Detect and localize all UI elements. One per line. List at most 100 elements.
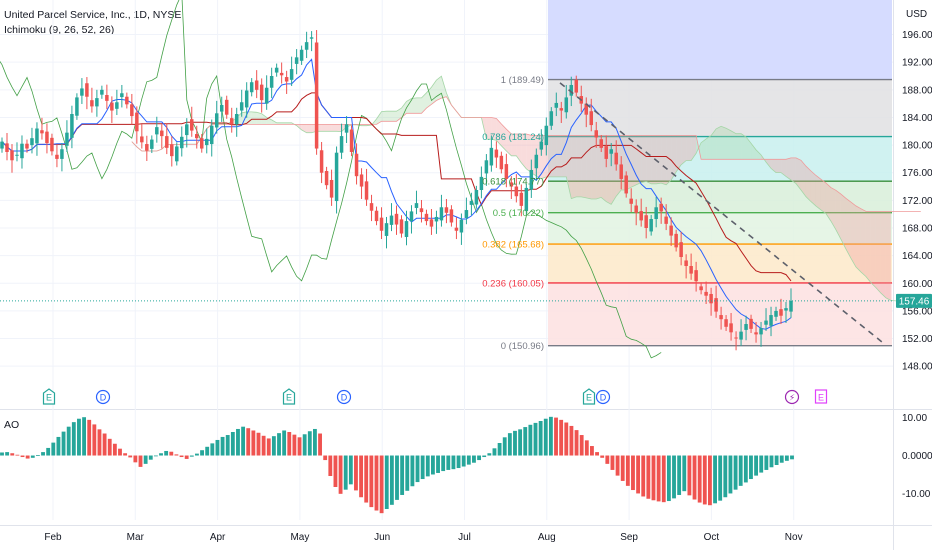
ao-bar	[143, 455, 148, 464]
candle-body	[229, 118, 234, 125]
ao-bar	[15, 454, 20, 456]
candle-body	[484, 160, 489, 174]
event-marker-earnings-upcoming[interactable]: E	[814, 389, 828, 404]
event-marker-split[interactable]: ⚡	[784, 389, 800, 405]
ao-bar	[707, 455, 712, 506]
ao-bar	[369, 455, 374, 508]
leading-span-b	[131, 96, 921, 212]
ao-bar	[318, 433, 322, 456]
candle-body	[269, 76, 274, 88]
candle-body	[254, 80, 259, 90]
candle-body	[414, 203, 419, 208]
price-tick-label: 164.00	[902, 251, 932, 262]
candle-body	[145, 144, 149, 151]
event-marker-earnings[interactable]: E	[582, 388, 596, 405]
candle-body	[90, 100, 94, 107]
cloud-segment	[686, 135, 692, 161]
ao-bar	[641, 455, 646, 497]
event-marker-dividend[interactable]: D	[95, 389, 111, 405]
cloud-segment	[586, 135, 592, 199]
candle-body	[599, 139, 603, 148]
ao-bar	[266, 438, 271, 456]
candle-body	[135, 112, 139, 132]
cloud-segment	[421, 92, 427, 114]
fib-level-label: 0.236 (160.05)	[482, 278, 544, 289]
currency-label[interactable]: USD	[906, 9, 928, 20]
ao-bar	[456, 455, 461, 469]
candle-body	[759, 328, 763, 335]
cloud-segment	[301, 124, 307, 133]
ao-bar	[328, 455, 333, 476]
ao-bar	[395, 455, 399, 500]
candle-body	[289, 69, 294, 80]
event-marker-letter: E	[286, 393, 292, 403]
cloud-segment	[711, 128, 717, 160]
candle-body	[199, 138, 204, 149]
candle-body	[214, 113, 219, 128]
symbol-title[interactable]: United Parcel Service, Inc., 1D, NYSE	[4, 9, 182, 21]
candle-body	[419, 208, 424, 213]
cloud-segment	[491, 117, 497, 141]
ao-bar	[92, 424, 97, 456]
candle-body	[629, 198, 633, 204]
cloud-segment	[431, 80, 437, 105]
candle-body	[734, 337, 738, 339]
cloud-segment	[241, 111, 247, 125]
cloud-segment	[885, 211, 891, 301]
indicator-title[interactable]: Ichimoku (9, 26, 52, 26)	[4, 24, 115, 36]
candle-body	[714, 298, 718, 312]
cloud-segment	[805, 166, 811, 202]
cloud-segment	[496, 118, 502, 146]
event-marker-dividend[interactable]: D	[595, 389, 611, 405]
cloud-segment	[850, 202, 856, 267]
cloud-segment	[571, 135, 577, 199]
ao-bar	[302, 434, 307, 456]
candle-body	[279, 72, 284, 76]
event-marker-earnings[interactable]: E	[42, 388, 56, 405]
candle-body	[150, 139, 154, 149]
time-tick-label: Nov	[785, 532, 803, 543]
ao-bar	[615, 455, 620, 476]
cloud-segment	[666, 135, 672, 185]
candle-body	[140, 136, 144, 143]
candle-body	[364, 181, 369, 200]
candle-body	[50, 137, 54, 152]
event-marker-letter: D	[600, 393, 607, 403]
ao-bar	[610, 455, 615, 470]
last-price-value: 157.46	[899, 296, 930, 307]
ao-bar	[225, 435, 230, 456]
candle-body	[469, 201, 474, 205]
ao-bar	[774, 455, 779, 465]
event-marker-dividend[interactable]: D	[336, 389, 352, 405]
candle-body	[319, 150, 324, 173]
event-marker-earnings[interactable]: E	[282, 388, 296, 405]
candle-body	[264, 87, 269, 104]
candle-body	[185, 124, 189, 136]
trend-line[interactable]	[559, 82, 883, 343]
ao-bar	[210, 443, 215, 456]
candle-body	[754, 332, 758, 335]
ao-bar	[415, 455, 420, 483]
event-marker-letter: E	[586, 393, 592, 403]
event-marker-letter: E	[818, 393, 824, 403]
ao-bar	[759, 455, 764, 473]
candle-body	[774, 310, 778, 317]
candle-body	[95, 98, 99, 107]
event-marker-shape	[42, 388, 56, 405]
ao-bar	[189, 455, 194, 457]
cloud-segment	[506, 129, 512, 156]
price-axis[interactable]: 196.00 192.00 188.00 184.00 180.00 176.00 172.…	[896, 30, 932, 373]
time-axis[interactable]: Feb Mar Apr May Jun Jul Aug Sep Oct Nov	[44, 532, 802, 543]
time-tick-label: Oct	[704, 532, 720, 543]
event-markers[interactable]: E D E D E D ⚡ E	[42, 388, 828, 405]
last-price-tag	[896, 293, 932, 308]
candle-body	[739, 331, 743, 340]
candle-body	[694, 270, 698, 282]
ao-tick-label: 10.00	[902, 413, 927, 424]
candle-body	[594, 130, 598, 138]
candle-body	[165, 136, 169, 148]
candle-body	[689, 266, 693, 274]
cloud-segment	[820, 179, 826, 214]
ao-indicator-title[interactable]: AO	[4, 419, 20, 431]
